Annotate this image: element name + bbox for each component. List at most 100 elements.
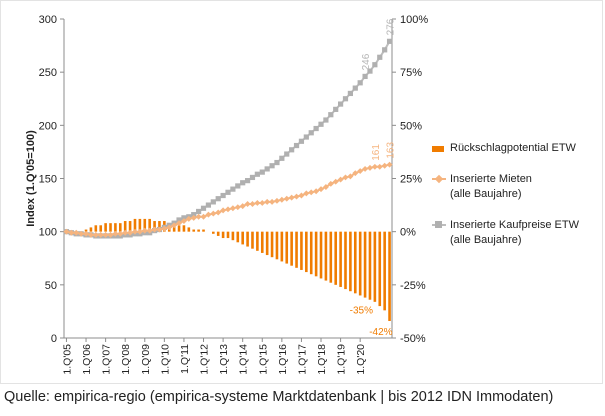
kaufpreise-point xyxy=(284,151,290,157)
mieten-point xyxy=(185,215,192,222)
y2-tick-label: 0% xyxy=(400,227,416,239)
mieten-point xyxy=(180,218,187,225)
y-tick-label: 100 xyxy=(39,227,57,239)
bar-rueckschlag xyxy=(246,231,249,247)
bar-rueckschlag xyxy=(305,231,308,273)
kaufpreise-point xyxy=(244,178,251,184)
bar-rueckschlag xyxy=(133,218,137,232)
y-tick-label: 300 xyxy=(39,14,57,26)
x-tick-label: 1.Q'16 xyxy=(277,344,289,375)
legend-label: Inserierte Mieten xyxy=(450,173,532,185)
kaufpreise-point xyxy=(377,54,383,60)
bar-rueckschlag xyxy=(319,231,323,279)
y2-tick-label: 100% xyxy=(400,14,428,26)
y2-tick-label: 25% xyxy=(400,174,422,186)
source-caption: Quelle: empirica-regio (empirica-systeme… xyxy=(4,389,554,405)
kaufpreise-point xyxy=(181,215,187,221)
kaufpreise-point xyxy=(337,101,344,107)
kaufpreise-point xyxy=(333,106,339,112)
bar-rueckschlag xyxy=(118,223,122,232)
kaufpreise-point xyxy=(352,85,358,91)
mieten-point xyxy=(195,213,202,220)
legend-label: Rückschlagpotential ETW xyxy=(450,142,576,154)
kaufpreise-point xyxy=(293,142,300,149)
kaufpreise-point xyxy=(196,208,202,215)
x-tick-label: 1.Q'17 xyxy=(296,344,308,375)
kaufpreise-point xyxy=(215,196,221,202)
bar-rueckschlag xyxy=(202,229,205,232)
bar-rueckschlag xyxy=(94,225,98,232)
bar-rueckschlag xyxy=(363,231,367,298)
legend-swatch-line xyxy=(432,174,446,184)
legend-swatch-line xyxy=(432,221,446,228)
y2-tick-label: 75% xyxy=(400,67,422,79)
kaufpreise-point xyxy=(269,163,275,169)
mieten-point xyxy=(293,193,300,200)
bar-rueckschlag xyxy=(99,225,103,232)
bar-rueckschlag xyxy=(236,231,240,243)
mieten-point xyxy=(352,170,359,177)
mieten-point xyxy=(171,222,178,229)
kaufpreise-point xyxy=(230,186,236,192)
y-tick-label: 150 xyxy=(39,174,57,186)
kaufpreise-point xyxy=(313,125,319,132)
bar-rueckschlag xyxy=(251,231,254,249)
bar-rueckschlag xyxy=(388,231,391,321)
kaufpreise-point xyxy=(318,121,324,127)
x-tick-label: 1.Q'11 xyxy=(179,344,191,374)
mieten-point xyxy=(376,163,383,170)
bar-rueckschlag xyxy=(378,231,382,307)
bar-rueckschlag xyxy=(187,227,191,232)
kaufpreise-point xyxy=(259,169,265,175)
kaufpreise-point xyxy=(274,159,280,166)
bar-rueckschlag xyxy=(231,231,235,241)
kaufpreise-point xyxy=(200,205,207,211)
bar-rueckschlag xyxy=(123,221,127,232)
kaufpreise-point xyxy=(367,68,373,74)
data-label: -42% xyxy=(369,327,392,338)
bar-rueckschlag xyxy=(212,231,215,234)
combo-chart: 0 50 100 150 200 250 300 -50% -25% 0% 25% 50% 75% 100… xyxy=(25,14,428,375)
bar-rueckschlag xyxy=(226,231,230,239)
bar-rueckschlag xyxy=(344,231,347,290)
bar-rueckschlag xyxy=(275,231,279,260)
legend-label-sub: (alle Baujahre) xyxy=(450,188,522,200)
kaufpreise-point xyxy=(240,180,246,186)
mieten-point xyxy=(298,192,305,199)
bar-rueckschlag xyxy=(89,227,93,232)
x-tick-label: 1.Q'18 xyxy=(316,344,328,375)
x-tick-label: 1.Q'10 xyxy=(159,344,171,375)
kaufpreise-point xyxy=(235,183,241,189)
kaufpreise-point xyxy=(289,147,295,153)
mieten-point xyxy=(229,205,236,212)
bar-rueckschlag xyxy=(353,231,357,294)
bar-rueckschlag xyxy=(158,221,161,232)
kaufpreise-point xyxy=(347,90,353,97)
mieten-point xyxy=(205,211,212,218)
x-tick-label: 1.Q'05 xyxy=(61,344,73,375)
bar-rueckschlag xyxy=(300,231,303,270)
bar-rueckschlag xyxy=(216,231,220,236)
x-tick-label: 1.Q'06 xyxy=(81,344,93,375)
data-label: 276 xyxy=(386,18,397,35)
kaufpreise-point xyxy=(323,117,329,123)
kaufpreise-point xyxy=(308,130,314,136)
mieten-point xyxy=(367,164,373,171)
bar-rueckschlag xyxy=(143,218,147,232)
bar-rueckschlag xyxy=(339,231,342,287)
bar-rueckschlag xyxy=(109,223,112,232)
chart-frame xyxy=(0,0,603,384)
bar-rueckschlag xyxy=(241,231,244,245)
mieten-point xyxy=(151,226,158,233)
bar-rueckschlag xyxy=(128,221,132,232)
mieten-point xyxy=(176,220,183,227)
legend-label-sub: (alle Baujahre) xyxy=(450,234,522,246)
kaufpreise-point xyxy=(205,202,212,208)
bar-rueckschlag xyxy=(285,231,289,264)
mieten-point xyxy=(283,195,290,202)
mieten-point xyxy=(215,209,222,216)
mieten-point xyxy=(200,213,207,220)
mieten-point xyxy=(161,225,168,232)
x-tick-label: 1.Q'19 xyxy=(336,344,348,375)
y-tick-label: 200 xyxy=(39,120,57,132)
